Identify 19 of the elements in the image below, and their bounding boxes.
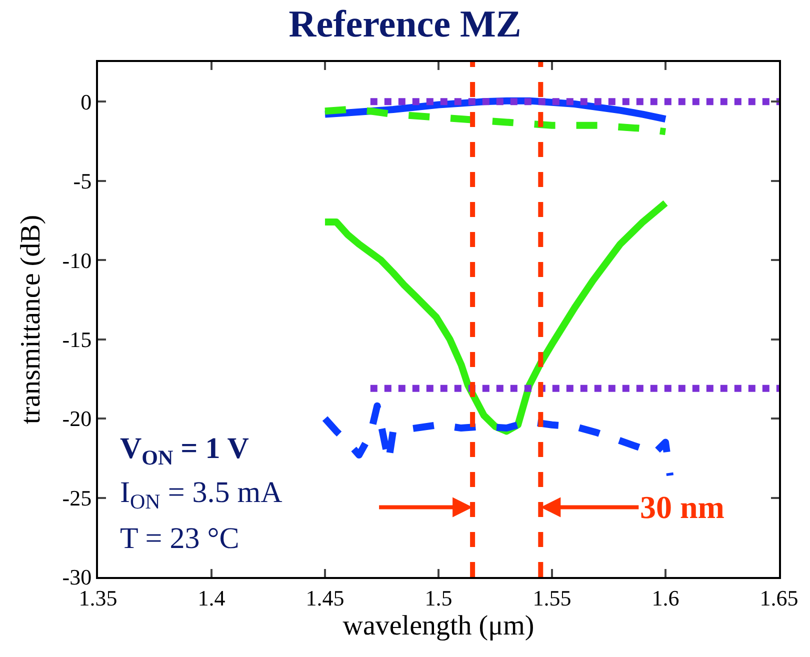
y-axis-title: transmittance (dB) [15,214,46,424]
x-tick-label: 1.4 [198,585,226,610]
y-tick-label: -20 [62,406,92,432]
y-tick-label: -15 [62,327,92,352]
annotation: 30 nm [640,489,725,525]
y-tick-label: -10 [62,248,92,273]
x-tick-label: 1.5 [424,585,452,610]
x-tick-label: 1.55 [532,585,572,610]
annotation: V$_{ON}$ = 1 V [120,432,250,470]
y-tick-label: -25 [62,485,92,510]
y-tick-label: 0 [80,89,92,114]
x-axis-title: wavelength (μm) [342,610,534,642]
x-tick-label: 1.45 [306,585,344,610]
chart-title: Reference MZ [288,3,522,46]
x-tick-label: 1.6 [652,585,680,610]
annotation: T = 23 °C [120,522,240,555]
annotation: I$_{ON}$ = 3.5 mA [120,476,283,514]
y-tick-label: -5 [73,168,92,194]
x-tick-label: 1.65 [760,585,798,610]
